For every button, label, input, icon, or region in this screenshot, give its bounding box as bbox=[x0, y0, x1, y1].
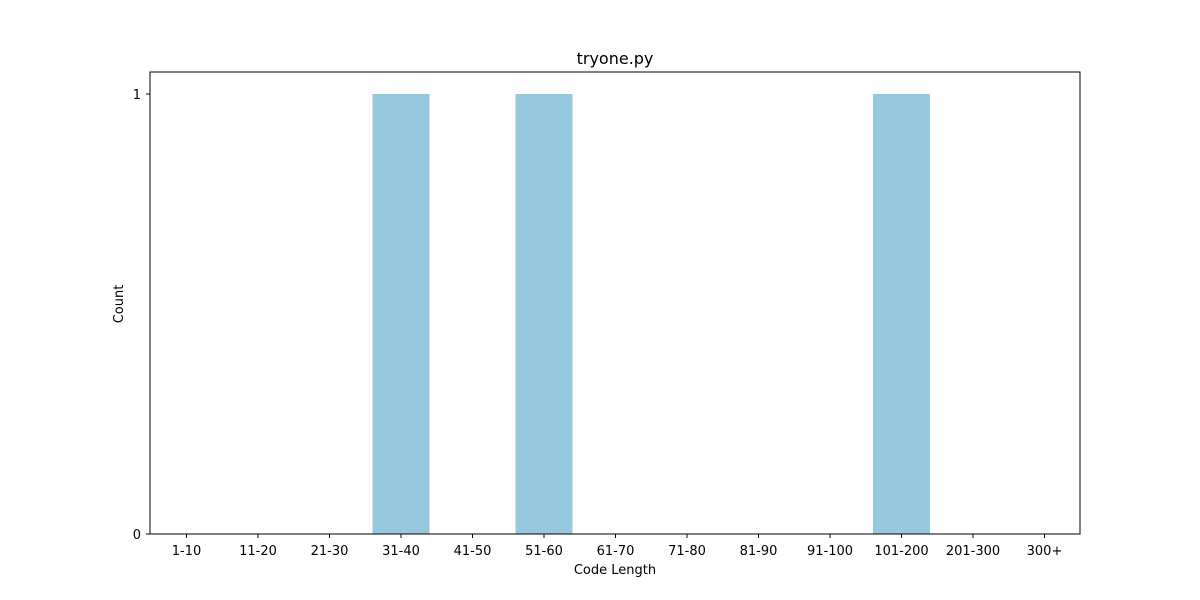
x-tick-label: 201-300 bbox=[946, 544, 1000, 559]
x-tick-label: 51-60 bbox=[525, 544, 563, 559]
x-axis-ticks: 1-10 11-20 21-30 31-40 41-50 51-60 61-70 71-80 8… bbox=[172, 534, 1063, 559]
bar-101-200 bbox=[873, 94, 930, 534]
x-tick-label: 11-20 bbox=[239, 544, 277, 559]
x-tick-label: 81-90 bbox=[740, 544, 778, 559]
x-tick-label: 21-30 bbox=[311, 544, 349, 559]
x-tick-label: 1-10 bbox=[172, 544, 202, 559]
bar-31-40 bbox=[372, 94, 430, 534]
x-axis-label: Code Length bbox=[574, 563, 656, 578]
x-tick-label: 101-200 bbox=[874, 544, 928, 559]
bar-51-60 bbox=[515, 94, 573, 534]
y-tick-label: 1 bbox=[133, 88, 141, 103]
plot-frame bbox=[149, 71, 1081, 535]
chart-title: tryone.py bbox=[577, 49, 654, 68]
x-tick-label: 91-100 bbox=[807, 544, 853, 559]
y-tick-label: 0 bbox=[133, 528, 141, 543]
x-tick-label: 41-50 bbox=[454, 544, 492, 559]
x-tick-label: 300+ bbox=[1027, 544, 1063, 559]
y-axis-ticks: 01 bbox=[133, 88, 150, 543]
bars-group bbox=[372, 94, 930, 534]
x-tick-label: 71-80 bbox=[668, 544, 706, 559]
x-tick-label: 61-70 bbox=[597, 544, 635, 559]
x-tick-label: 31-40 bbox=[382, 544, 420, 559]
y-axis-label: Count bbox=[112, 285, 127, 324]
